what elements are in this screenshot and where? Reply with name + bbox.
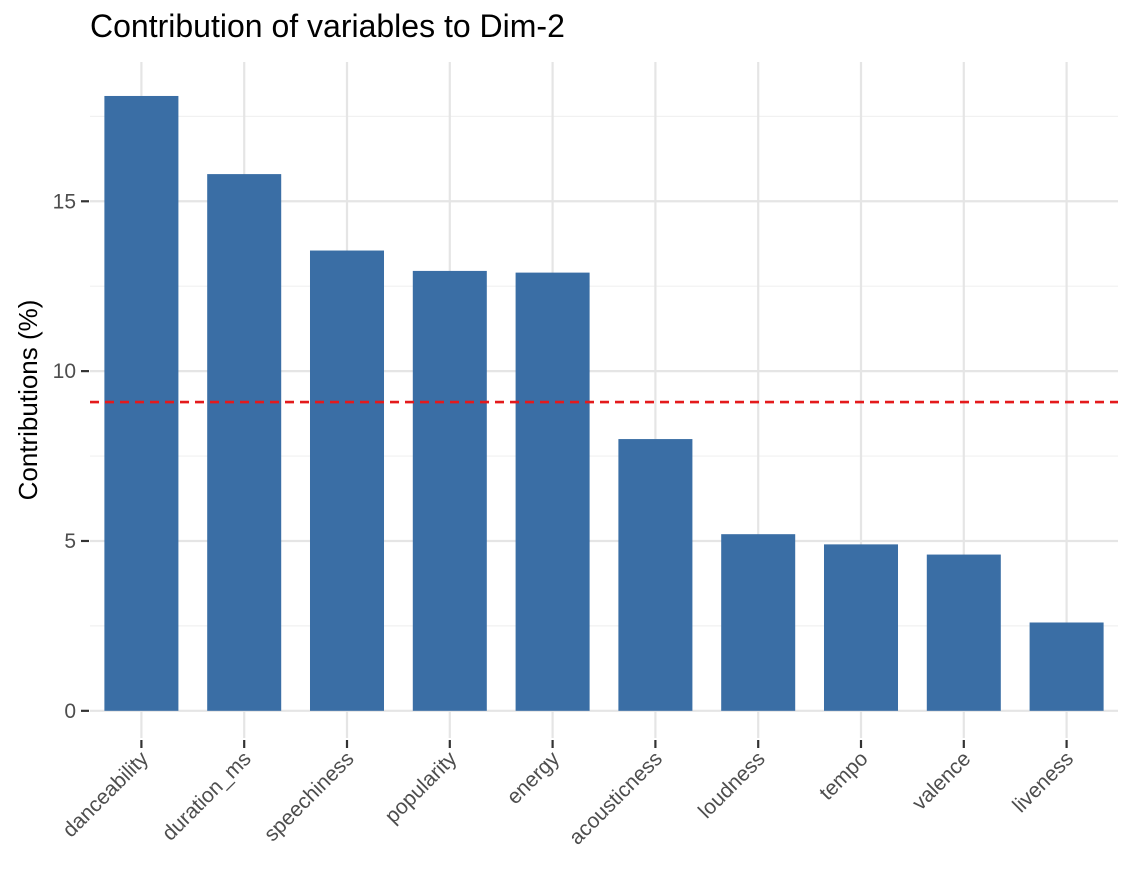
bar-loudness — [721, 534, 796, 711]
y-axis-title: Contributions (%) — [13, 300, 43, 501]
bar-acousticness — [618, 439, 693, 711]
bar-speechiness — [309, 250, 385, 711]
bar-valence — [926, 554, 1001, 711]
bar-liveness — [1029, 622, 1104, 711]
y-tick-label: 5 — [64, 530, 76, 553]
bar-energy — [515, 272, 590, 711]
y-tick-label: 15 — [53, 190, 76, 213]
y-axis: 0 5 10 15 — [53, 190, 89, 723]
x-tick-label: acousticness — [565, 747, 667, 849]
bars — [104, 95, 1104, 711]
x-tick-label: duration_ms — [158, 747, 256, 845]
x-tick-label: energy — [502, 747, 564, 809]
x-tick-label: loudness — [694, 747, 770, 823]
x-axis: danceability duration_ms speechiness popula… — [58, 740, 1078, 849]
y-tick-label: 0 — [64, 700, 76, 723]
x-tick-label: tempo — [815, 747, 873, 805]
x-tick-label: liveness — [1008, 747, 1078, 817]
bar-danceability — [104, 95, 179, 711]
y-tick-label: 10 — [53, 360, 76, 383]
x-tick-label: speechiness — [260, 747, 359, 846]
x-tick-label: popularity — [381, 747, 462, 828]
bar-tempo — [823, 544, 899, 711]
x-tick-label: danceability — [58, 747, 153, 842]
bar-popularity — [412, 270, 487, 711]
x-tick-label: valence — [908, 747, 975, 814]
bar-duration_ms — [207, 174, 282, 711]
chart-title: Contribution of variables to Dim-2 — [90, 8, 565, 44]
